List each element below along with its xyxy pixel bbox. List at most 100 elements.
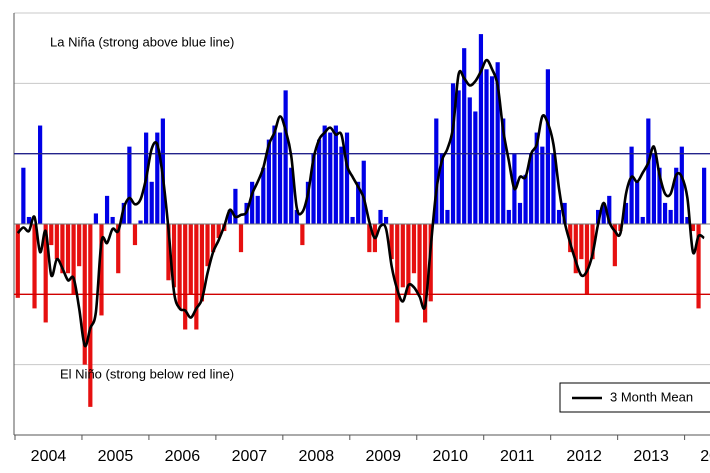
bar xyxy=(322,125,327,224)
bar xyxy=(378,209,383,224)
bar xyxy=(261,167,266,224)
bar xyxy=(294,209,299,224)
bar xyxy=(495,62,500,224)
bar xyxy=(702,167,707,224)
bar xyxy=(367,224,372,253)
bar xyxy=(629,146,634,224)
bar xyxy=(568,224,573,253)
bar xyxy=(534,132,539,224)
bar xyxy=(434,118,439,224)
bar xyxy=(183,224,188,330)
bar xyxy=(423,224,428,323)
bar xyxy=(551,153,556,224)
x-tick-label: 2012 xyxy=(566,448,602,465)
bar xyxy=(657,167,662,224)
bar xyxy=(127,146,132,224)
bar xyxy=(417,224,422,295)
bar xyxy=(199,224,205,302)
bar xyxy=(116,224,121,274)
bar xyxy=(272,125,277,224)
bar xyxy=(439,153,444,224)
bar xyxy=(356,181,361,224)
bar xyxy=(333,125,338,224)
bar xyxy=(233,188,238,224)
bar xyxy=(38,125,43,224)
bar xyxy=(540,146,545,224)
bar xyxy=(651,153,657,224)
bar xyxy=(400,224,405,288)
bar xyxy=(121,202,126,224)
x-tick-label: 2013 xyxy=(633,448,669,465)
bar xyxy=(155,132,160,224)
bar xyxy=(517,202,523,224)
bar xyxy=(601,202,606,224)
bar xyxy=(562,202,567,224)
bar xyxy=(596,209,601,224)
bar xyxy=(545,69,550,225)
bar xyxy=(501,118,506,224)
bar xyxy=(305,181,311,224)
plot-layer: 2004 2005 2006 2007 2008 2009 2010 2011 2012 2013… xyxy=(13,12,710,465)
bar xyxy=(328,132,333,224)
bar xyxy=(43,224,48,323)
bar xyxy=(662,202,668,224)
bar xyxy=(289,167,294,224)
bar xyxy=(579,224,584,260)
bar xyxy=(389,224,394,260)
bar xyxy=(149,181,154,224)
bar xyxy=(138,220,143,224)
bar xyxy=(250,181,255,224)
bar xyxy=(99,224,104,316)
bar xyxy=(529,153,534,224)
mean-line xyxy=(16,58,705,348)
bar xyxy=(60,224,65,274)
bar xyxy=(216,224,221,239)
bar xyxy=(171,224,177,288)
bar xyxy=(696,224,701,309)
annotation: La Niña (strong above blue line) xyxy=(50,34,234,49)
bar xyxy=(668,209,673,224)
legend-label: 3 Month Mean xyxy=(610,389,693,404)
bar xyxy=(584,224,590,295)
bar xyxy=(489,76,495,224)
x-tick-label: 2005 xyxy=(98,448,134,465)
bar xyxy=(590,224,595,260)
bar xyxy=(110,216,115,224)
bar xyxy=(311,153,316,224)
bar xyxy=(71,224,76,295)
bar xyxy=(411,224,417,274)
bar xyxy=(462,48,467,224)
bar xyxy=(177,224,182,309)
bar xyxy=(210,224,216,253)
bar xyxy=(77,224,82,267)
x-tick-label: 2008 xyxy=(299,448,335,465)
bar xyxy=(339,146,344,224)
bar xyxy=(506,209,511,224)
bar xyxy=(646,118,651,224)
bar xyxy=(612,224,617,267)
bar xyxy=(104,195,110,224)
x-tick-label: 2007 xyxy=(232,448,268,465)
bar xyxy=(685,216,690,224)
bar xyxy=(54,224,59,260)
bar xyxy=(344,132,350,224)
bar xyxy=(445,209,450,224)
bar xyxy=(300,224,305,246)
x-tick-label: 2006 xyxy=(165,448,201,465)
x-tick-label: 2004 xyxy=(31,448,67,465)
bar xyxy=(623,202,629,224)
bar xyxy=(573,224,578,274)
annotation: El Niño (strong below red line) xyxy=(60,366,234,381)
bar xyxy=(238,224,244,253)
bar xyxy=(266,139,271,224)
bar xyxy=(132,224,138,246)
x-tick-label: 2010 xyxy=(432,448,468,465)
bar xyxy=(607,195,612,224)
bar xyxy=(26,216,32,224)
bar xyxy=(523,174,528,224)
bar xyxy=(395,224,400,323)
bar xyxy=(227,209,232,224)
bar xyxy=(679,146,684,224)
